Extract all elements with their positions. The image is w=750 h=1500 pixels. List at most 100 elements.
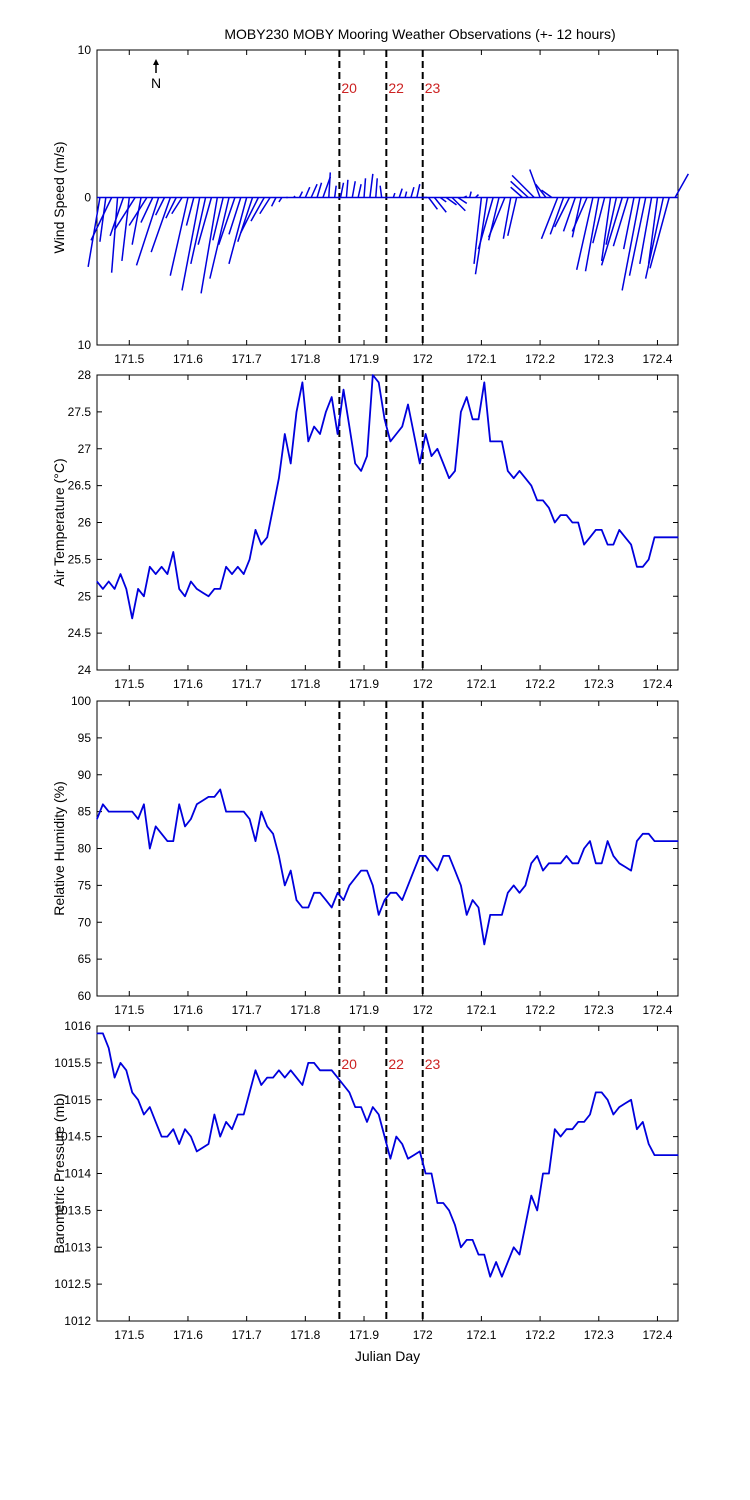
wind-vector — [416, 184, 421, 198]
data-point — [313, 1062, 315, 1064]
x-tick-label: 172.1 — [466, 352, 496, 366]
wind-vector — [169, 197, 189, 276]
data-point — [307, 1062, 309, 1064]
data-point — [442, 462, 444, 465]
data-point — [671, 536, 673, 538]
data-point — [149, 566, 151, 568]
data-point — [383, 899, 386, 901]
data-point — [536, 1209, 538, 1211]
data-point — [237, 566, 239, 568]
wind-vector — [228, 197, 242, 235]
wind-vector — [87, 197, 101, 267]
data-point — [360, 870, 362, 872]
data-point — [319, 433, 321, 435]
event-label: 20 — [341, 80, 357, 96]
data-point — [137, 818, 139, 820]
data-point — [213, 796, 215, 798]
data-point — [513, 477, 515, 479]
y-tick-label: 100 — [71, 694, 91, 708]
x-tick-label: 171.7 — [232, 1003, 262, 1017]
data-point — [554, 1128, 556, 1130]
data-point — [524, 1224, 527, 1226]
wind-vector — [310, 183, 318, 198]
wind-vector — [529, 169, 541, 198]
wind-vector — [474, 194, 480, 199]
data-point — [331, 1069, 333, 1071]
y-tick-label: 1014.5 — [54, 1130, 91, 1144]
wind-vector — [600, 197, 623, 266]
data-point — [642, 1121, 644, 1123]
data-point — [260, 811, 262, 813]
wind-vector — [404, 191, 408, 198]
data-point — [501, 914, 503, 916]
wind-vector — [181, 197, 201, 291]
x-tick-label: 171.6 — [173, 1328, 203, 1342]
wind-vector — [392, 192, 396, 198]
data-point — [143, 1113, 145, 1116]
data-point — [325, 411, 327, 413]
wind-vector — [502, 197, 512, 239]
data-point — [653, 1154, 656, 1156]
data-point — [354, 877, 356, 879]
data-point — [501, 440, 503, 442]
data-point — [648, 833, 650, 835]
y-tick-label: 1014 — [64, 1167, 91, 1181]
data-point — [636, 1128, 638, 1130]
data-point — [372, 884, 374, 886]
plot-frame — [96, 374, 679, 671]
data-point — [96, 1032, 98, 1034]
data-point — [125, 811, 127, 813]
x-tick-label: 172.2 — [525, 1003, 555, 1017]
data-point — [196, 803, 198, 805]
wind-vector — [644, 197, 665, 279]
data-point — [466, 914, 468, 916]
data-point — [360, 470, 362, 472]
x-tick-label: 171.9 — [349, 1328, 379, 1342]
wind-vector — [622, 197, 635, 250]
data-point — [583, 544, 585, 546]
data-point — [530, 862, 532, 864]
x-tick-label: 171.6 — [173, 677, 203, 691]
y-tick-label: 27.5 — [68, 405, 92, 419]
wind-vector — [600, 197, 612, 262]
data-point — [225, 811, 227, 813]
data-point — [606, 840, 609, 842]
x-tick-label: 172.2 — [525, 1328, 555, 1342]
data-point — [554, 862, 556, 864]
data-point — [518, 892, 521, 894]
data-point — [677, 1154, 679, 1156]
y-tick-label: 1013.5 — [54, 1203, 91, 1217]
data-point — [207, 1143, 210, 1145]
data-point — [477, 418, 480, 420]
x-tick-label: 171.8 — [290, 352, 320, 366]
data-point — [507, 470, 509, 472]
data-point — [624, 536, 626, 538]
data-point — [612, 1113, 615, 1116]
data-point — [278, 1069, 280, 1071]
data-point — [618, 529, 620, 531]
x-tick-label: 171.8 — [290, 677, 320, 691]
data-point — [202, 1147, 204, 1149]
data-point — [172, 1128, 174, 1130]
data-point — [612, 544, 615, 546]
y-tick-label: 90 — [78, 768, 92, 782]
wind-vector — [445, 196, 457, 206]
wind-vector — [109, 197, 125, 237]
data-point — [548, 1172, 550, 1175]
x-tick-label: 172.1 — [466, 677, 496, 691]
data-point — [196, 588, 198, 590]
wind-vector — [217, 197, 236, 245]
y-axis-label: Wind Speed (m/s) — [51, 141, 67, 253]
wind-vector — [209, 197, 230, 279]
wind-vector — [562, 197, 577, 232]
data-point — [213, 1113, 215, 1116]
data-point — [430, 862, 433, 864]
data-point — [513, 884, 515, 886]
data-point — [560, 1136, 562, 1138]
data-point — [471, 1239, 474, 1241]
data-point — [260, 544, 262, 546]
x-tick-label: 171.9 — [349, 352, 379, 366]
y-tick-label: 80 — [78, 842, 92, 856]
event-label: 23 — [425, 1056, 441, 1072]
data-point — [677, 840, 679, 842]
